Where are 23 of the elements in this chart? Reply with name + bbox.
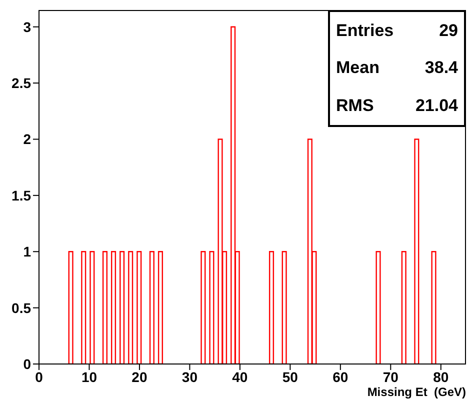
x-tick-label: 70	[382, 368, 399, 385]
annotation: 38.4	[424, 58, 458, 78]
x-tick-label: 40	[232, 368, 248, 385]
annotation: RMS	[336, 96, 374, 116]
x-tick-label: 10	[81, 368, 98, 385]
x-tick-label: 20	[132, 368, 148, 385]
x-tick-label: 60	[332, 368, 348, 385]
x-axis-title: Missing Et (GeV)	[367, 385, 466, 399]
annotation: Entries	[336, 20, 394, 41]
x-tick-label: 80	[433, 368, 449, 385]
y-tick-label: 1.5	[12, 187, 32, 204]
y-tick-label: 2.5	[12, 75, 32, 92]
annotation: Mean	[336, 58, 380, 78]
y-tick-label: 1	[23, 244, 32, 260]
y-tick-label: 0.5	[12, 300, 32, 316]
x-tick-label: 0	[35, 368, 44, 385]
y-tick-label: 3	[23, 18, 32, 35]
x-tick-label: 30	[182, 368, 198, 385]
x-tick-label: 50	[282, 368, 298, 385]
y-tick-label: 0	[23, 356, 32, 372]
annotation: 21.04	[415, 96, 458, 116]
y-tick-label: 2	[23, 131, 32, 148]
annotation: 29	[439, 20, 458, 41]
